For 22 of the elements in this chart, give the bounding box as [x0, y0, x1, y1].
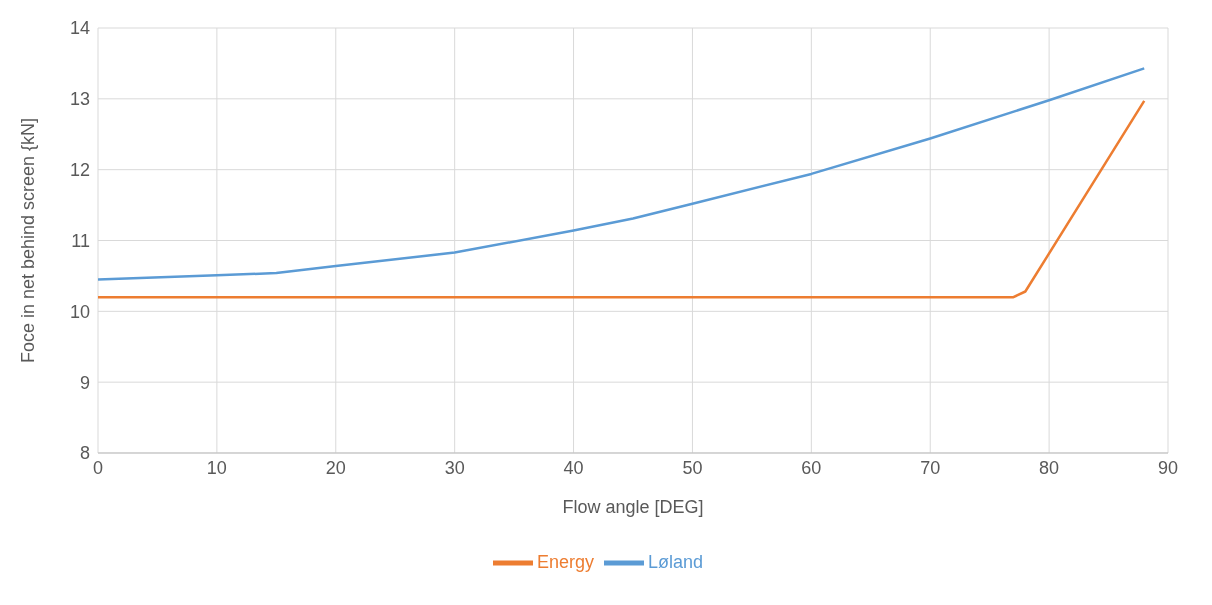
x-tick-label: 30 — [444, 457, 465, 478]
x-tick-label: 90 — [1157, 457, 1179, 478]
legend-label: Løland — [648, 551, 704, 572]
y-tick-label: 13 — [69, 89, 90, 110]
y-tick-label: 11 — [71, 230, 90, 251]
x-tick-label: 40 — [563, 457, 584, 478]
x-tick-label: 60 — [801, 457, 822, 478]
y-tick-label: 8 — [79, 443, 90, 464]
x-tick-label: 50 — [682, 457, 703, 478]
x-tick-label: 20 — [325, 457, 346, 478]
x-tick-label: 70 — [920, 457, 941, 478]
line-series — [98, 67, 1146, 281]
y-tick-label: 12 — [69, 160, 90, 181]
legend-label: Energy — [536, 551, 594, 572]
x-tick-label: 80 — [1039, 457, 1060, 478]
x-axis-title: Flow angle [DEG] — [562, 497, 704, 517]
y-tick-label: 14 — [69, 18, 90, 39]
x-tick-label: 0 — [92, 457, 104, 478]
y-tick-label: 10 — [69, 301, 90, 322]
y-axis-title: Foce in net behind screen {kN] — [18, 117, 39, 364]
x-tick-label: 10 — [206, 457, 227, 478]
y-tick-label: 9 — [79, 372, 90, 393]
